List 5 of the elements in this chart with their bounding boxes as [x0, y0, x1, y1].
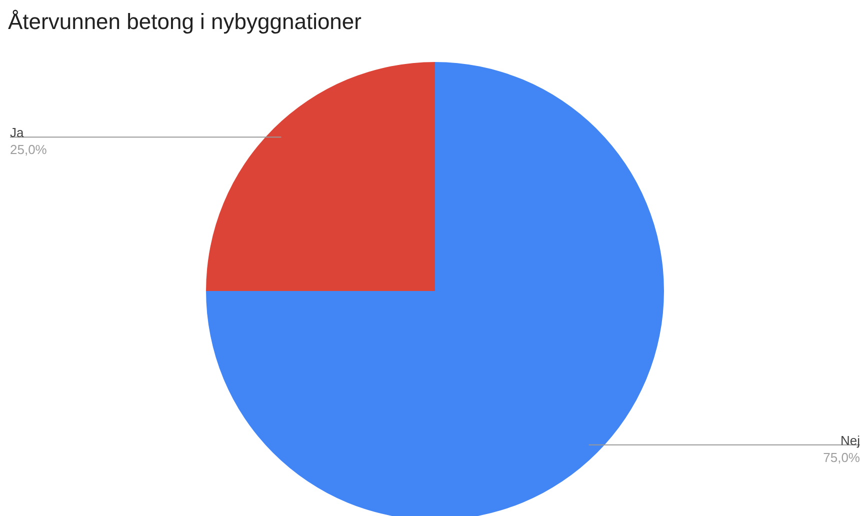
data-label: 75,0% — [823, 450, 860, 465]
chart-title: Återvunnen betong i nybyggnationer — [8, 9, 362, 34]
data-label: 25,0% — [10, 142, 48, 158]
slice-label: Nej — [840, 432, 860, 448]
slice-label: Ja — [10, 125, 24, 140]
